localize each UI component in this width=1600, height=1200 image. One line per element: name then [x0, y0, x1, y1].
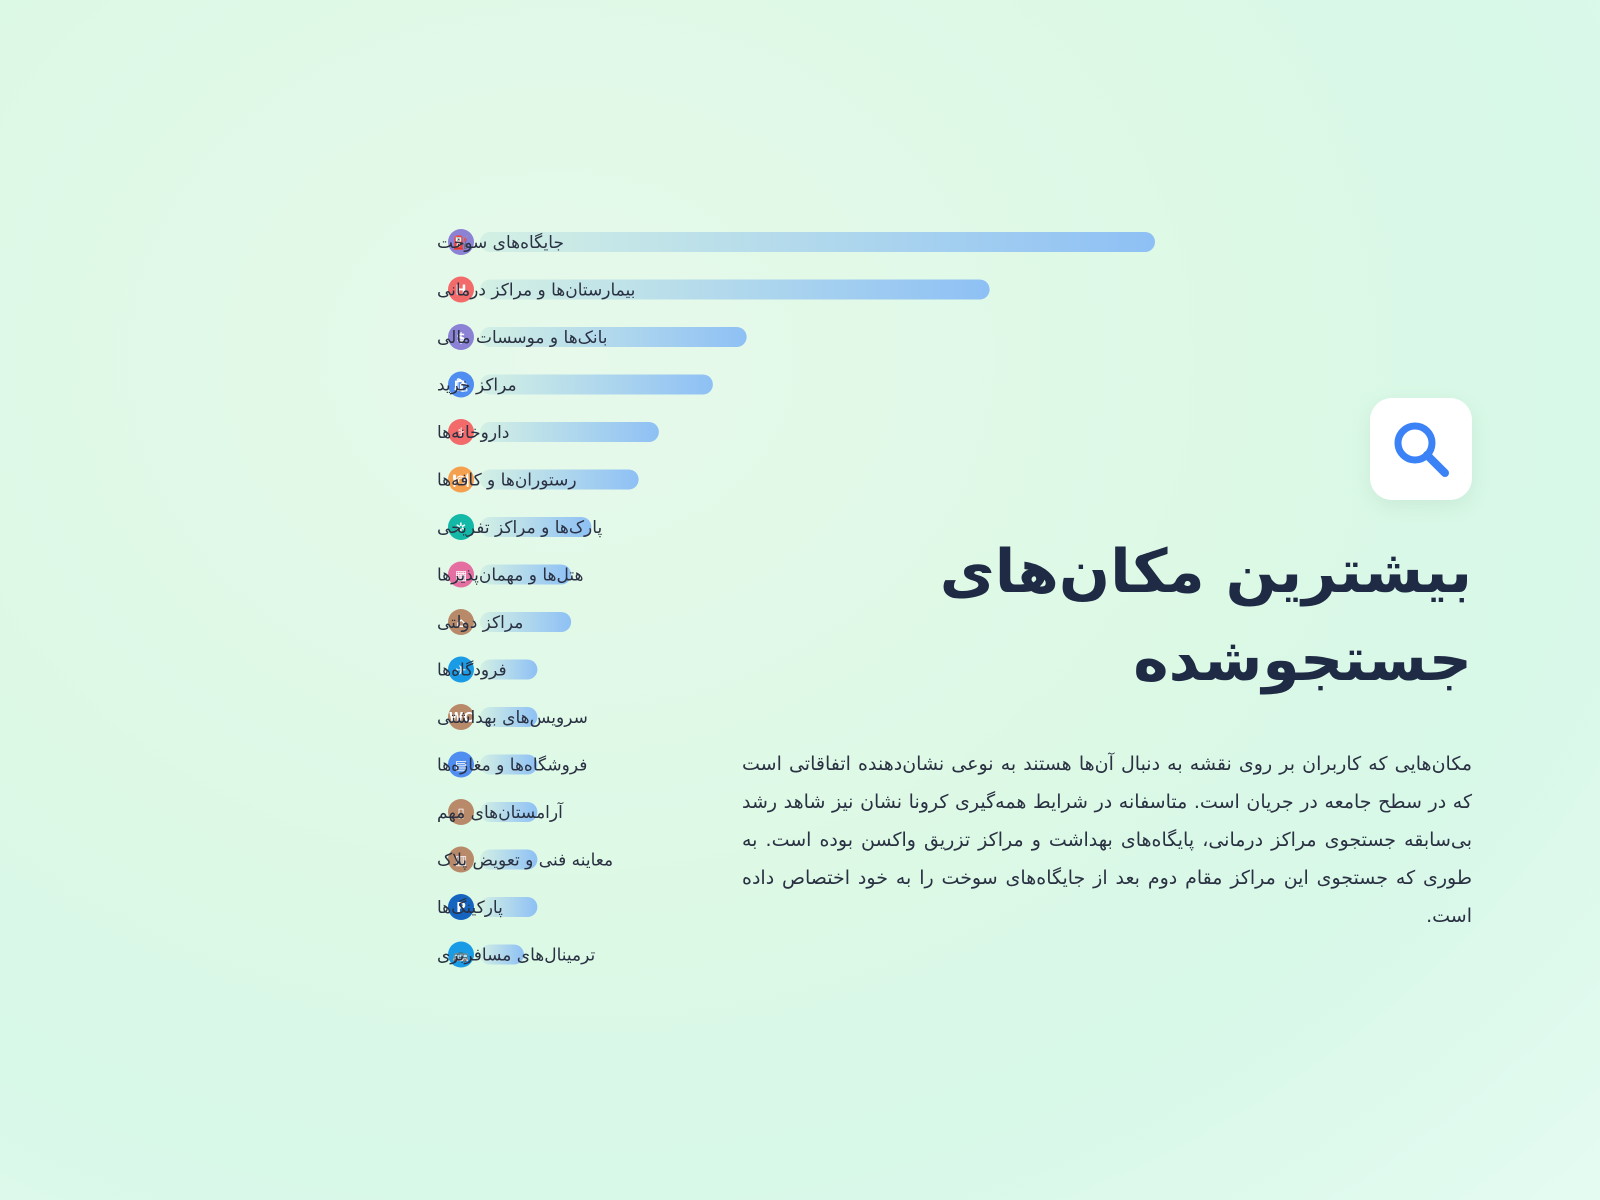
airplane-icon: ✈ [448, 656, 474, 683]
svg-text:🚌: 🚌 [453, 949, 469, 964]
bar [480, 232, 1155, 252]
bar [480, 802, 538, 822]
bar-label: پارک‌ها و مراکز تفریحی [437, 518, 602, 538]
bar [480, 707, 538, 727]
bank-icon: $ [448, 324, 474, 350]
chart-row: ⛽جایگاه‌های سوخت [437, 229, 1155, 255]
bar-label: بانک‌ها و موسسات مالی [437, 328, 608, 348]
bar [480, 849, 538, 870]
chart-row: ✲پارک‌ها و مراکز تفریحی [437, 514, 602, 540]
bar-label: جایگاه‌های سوخت [437, 232, 564, 253]
park-icon: ✲ [448, 514, 474, 540]
bar-label: رستوران‌ها و کافه‌ها [437, 471, 577, 491]
svg-text:✲: ✲ [456, 521, 467, 536]
bar-label: هتل‌ها و مهمان‌پذیرها [437, 566, 583, 586]
parking-icon: P [448, 894, 474, 920]
chart-row: 🛍مراکز خرید [437, 371, 713, 398]
bar [480, 327, 747, 347]
bus-terminal-icon: 🚌 [448, 941, 474, 968]
bar [480, 612, 572, 632]
bar-label: معاینه فنی و تعویض پلاک [437, 851, 613, 871]
svg-text:H: H [456, 284, 467, 299]
bar [480, 897, 538, 917]
svg-text:P: P [456, 901, 466, 916]
svg-text:WC: WC [449, 711, 473, 726]
page-title: بیشترین مکان‌های جستجوشده [772, 528, 1472, 704]
chart-row: 🚌ترمینال‌های مسافربری [437, 941, 596, 968]
search-card [1370, 398, 1472, 500]
chart-row: ▤فروشگاه‌ها و مغازه‌ها [437, 751, 587, 778]
svg-text:▥: ▥ [455, 854, 467, 869]
bar [480, 564, 572, 585]
restaurant-icon: 🍽 [448, 466, 474, 493]
svg-text:▤: ▤ [455, 759, 467, 774]
chart-row: $بانک‌ها و موسسات مالی [437, 324, 747, 350]
chart-row: ▥معاینه فنی و تعویض پلاک [437, 846, 613, 873]
svg-text:▯: ▯ [457, 806, 464, 821]
svg-text:$: $ [456, 331, 465, 346]
svg-text:⛽: ⛽ [453, 235, 469, 251]
shopping-bag-icon: 🛍 [448, 371, 474, 398]
bar [480, 517, 592, 537]
bar-label: بیمارستان‌ها و مراکز درمانی [437, 281, 635, 301]
description-paragraph: مکان‌هایی که کاربران بر روی نقشه به دنبا… [742, 753, 1472, 927]
chart-row: 🍽رستوران‌ها و کافه‌ها [437, 466, 639, 493]
svg-text:⌂: ⌂ [456, 616, 465, 631]
svg-text:🛍: 🛍 [453, 378, 470, 394]
fuel-pump-icon: ⛽ [448, 229, 474, 255]
bar-label: سرویس‌های بهداشتی [437, 708, 588, 728]
hospital-icon: H [448, 276, 474, 303]
svg-text:✈: ✈ [456, 664, 467, 679]
bar-label: پارکینگ‌ها [437, 897, 503, 918]
bar-label: مراکز خرید [437, 376, 517, 396]
bar-label: داروخانه‌ها [437, 423, 509, 443]
cemetery-icon: ▯ [448, 799, 474, 825]
bar [480, 754, 538, 775]
magnifier-icon [1394, 422, 1449, 477]
pharmacy-icon: ⚕ [448, 419, 474, 445]
svg-text:⚕: ⚕ [457, 426, 464, 441]
vehicle-inspection-icon: ▥ [448, 846, 474, 873]
chart-row: ▦هتل‌ها و مهمان‌پذیرها [437, 561, 583, 588]
store-icon: ▤ [448, 751, 474, 778]
bar-label: آرامستان‌های مهم [437, 801, 564, 823]
bar-label: ترمینال‌های مسافربری [437, 946, 596, 966]
bar [480, 422, 659, 442]
chart-row: ▯آرامستان‌های مهم [437, 799, 564, 825]
hotel-icon: ▦ [448, 561, 474, 588]
government-building-icon: ⌂ [448, 609, 474, 635]
title-line-2: جستجوشده [1133, 625, 1472, 695]
bar [480, 374, 713, 395]
chart-row: ⚕داروخانه‌ها [437, 419, 659, 445]
bar-label: فرودگاه‌ها [437, 660, 507, 681]
bar [480, 944, 524, 965]
bar [480, 279, 990, 300]
restroom-icon: WC [448, 704, 474, 730]
bar [480, 659, 538, 680]
bar-label: مراکز دولتی [437, 613, 523, 633]
svg-text:🍽: 🍽 [453, 473, 470, 489]
svg-text:▦: ▦ [455, 569, 467, 584]
chart-row: ⌂مراکز دولتی [437, 609, 572, 635]
chart-row: ✈فرودگاه‌ها [437, 656, 538, 683]
bar [480, 469, 639, 490]
title-line-1: بیشترین مکان‌های [939, 537, 1472, 607]
bar-label: فروشگاه‌ها و مغازه‌ها [437, 755, 587, 776]
